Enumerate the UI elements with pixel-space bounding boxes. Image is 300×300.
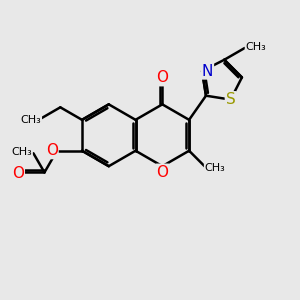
Text: CH₃: CH₃ xyxy=(205,163,225,173)
Text: O: O xyxy=(12,167,24,182)
Text: S: S xyxy=(226,92,236,107)
Text: CH₃: CH₃ xyxy=(20,115,41,125)
Text: O: O xyxy=(156,165,168,180)
Text: O: O xyxy=(46,143,58,158)
Text: N: N xyxy=(202,64,213,79)
Text: CH₃: CH₃ xyxy=(245,41,266,52)
Text: O: O xyxy=(156,70,168,86)
Text: CH₃: CH₃ xyxy=(11,147,32,157)
